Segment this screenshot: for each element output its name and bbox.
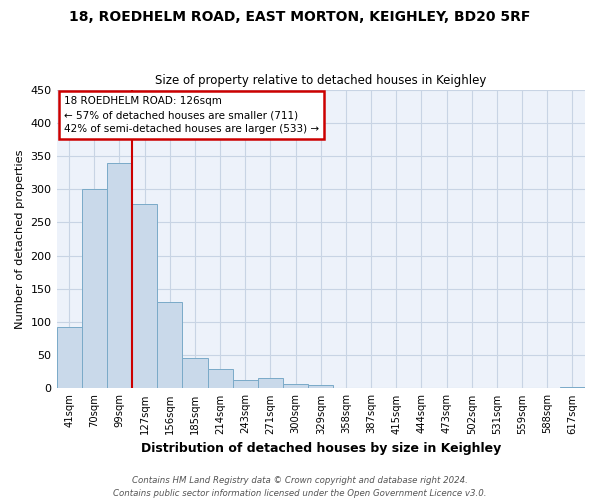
Text: Contains HM Land Registry data © Crown copyright and database right 2024.
Contai: Contains HM Land Registry data © Crown c… <box>113 476 487 498</box>
Bar <box>233 380 258 388</box>
Bar <box>56 328 82 388</box>
Bar <box>107 162 132 388</box>
Bar <box>560 387 585 388</box>
Text: 18, ROEDHELM ROAD, EAST MORTON, KEIGHLEY, BD20 5RF: 18, ROEDHELM ROAD, EAST MORTON, KEIGHLEY… <box>70 10 530 24</box>
Bar <box>308 385 334 388</box>
Text: 18 ROEDHELM ROAD: 126sqm
← 57% of detached houses are smaller (711)
42% of semi-: 18 ROEDHELM ROAD: 126sqm ← 57% of detach… <box>64 96 319 134</box>
Bar <box>208 368 233 388</box>
Bar <box>157 302 182 388</box>
Y-axis label: Number of detached properties: Number of detached properties <box>15 149 25 328</box>
Bar <box>182 358 208 388</box>
Bar <box>132 204 157 388</box>
Title: Size of property relative to detached houses in Keighley: Size of property relative to detached ho… <box>155 74 487 87</box>
X-axis label: Distribution of detached houses by size in Keighley: Distribution of detached houses by size … <box>140 442 501 455</box>
Bar <box>258 378 283 388</box>
Bar <box>82 188 107 388</box>
Bar <box>283 384 308 388</box>
